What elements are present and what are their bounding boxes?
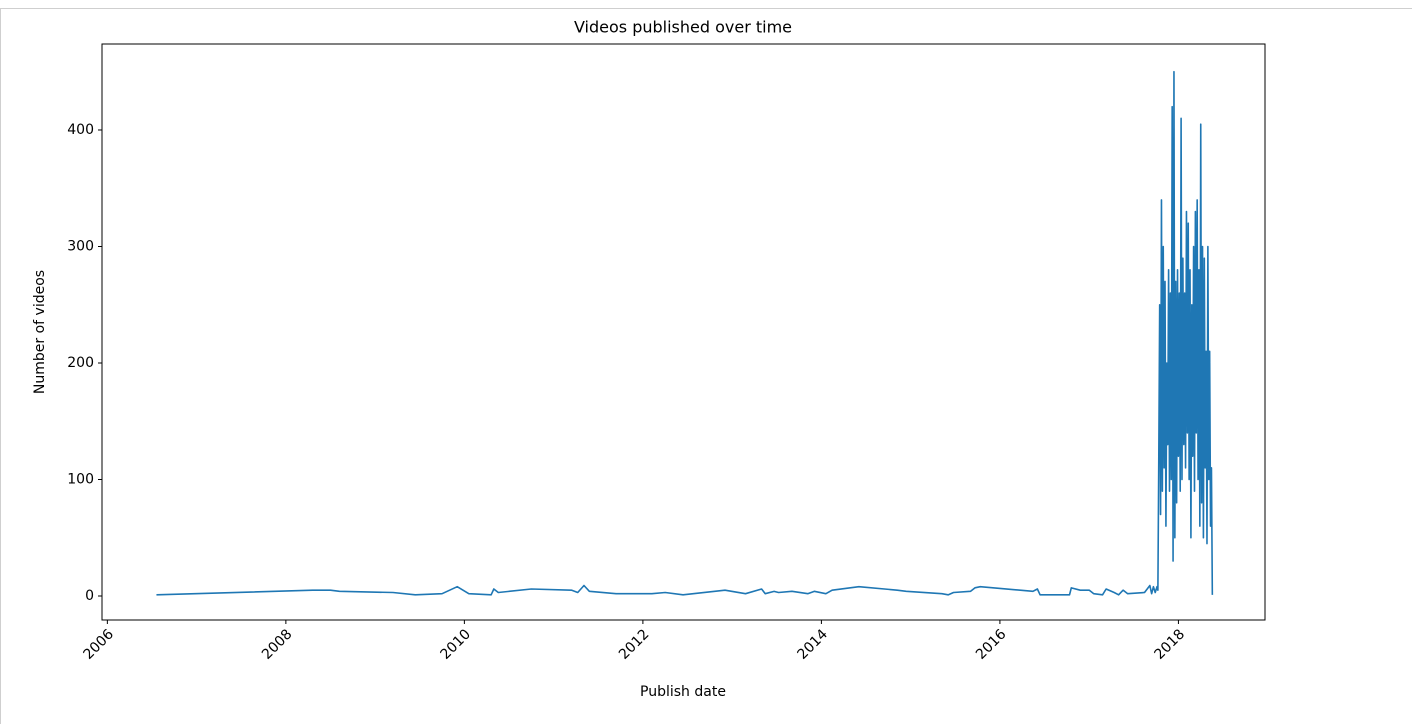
- x-tick-label: 2016: [973, 626, 1010, 663]
- x-tick-label: 2018: [1152, 626, 1189, 663]
- line-series: [156, 70, 1214, 596]
- x-tick-label: 2012: [616, 626, 653, 663]
- chart-title: Videos published over time: [574, 18, 792, 37]
- x-axis-label: Publish date: [640, 684, 726, 700]
- plot-frame: [101, 43, 1266, 621]
- y-tick-label: 300: [67, 238, 94, 254]
- y-tick-label: 200: [67, 355, 94, 371]
- y-tick-label: 0: [85, 588, 94, 604]
- y-tick-label: 100: [67, 471, 94, 487]
- y-axis-label: Number of videos: [32, 270, 48, 394]
- y-tick-label: 400: [67, 122, 94, 138]
- x-tick-label: 2008: [259, 626, 296, 663]
- frame: [0, 8, 1412, 724]
- x-tick-label: 2010: [438, 626, 475, 663]
- x-tick-label: 2014: [795, 626, 832, 663]
- x-tick-label: 2006: [80, 626, 117, 663]
